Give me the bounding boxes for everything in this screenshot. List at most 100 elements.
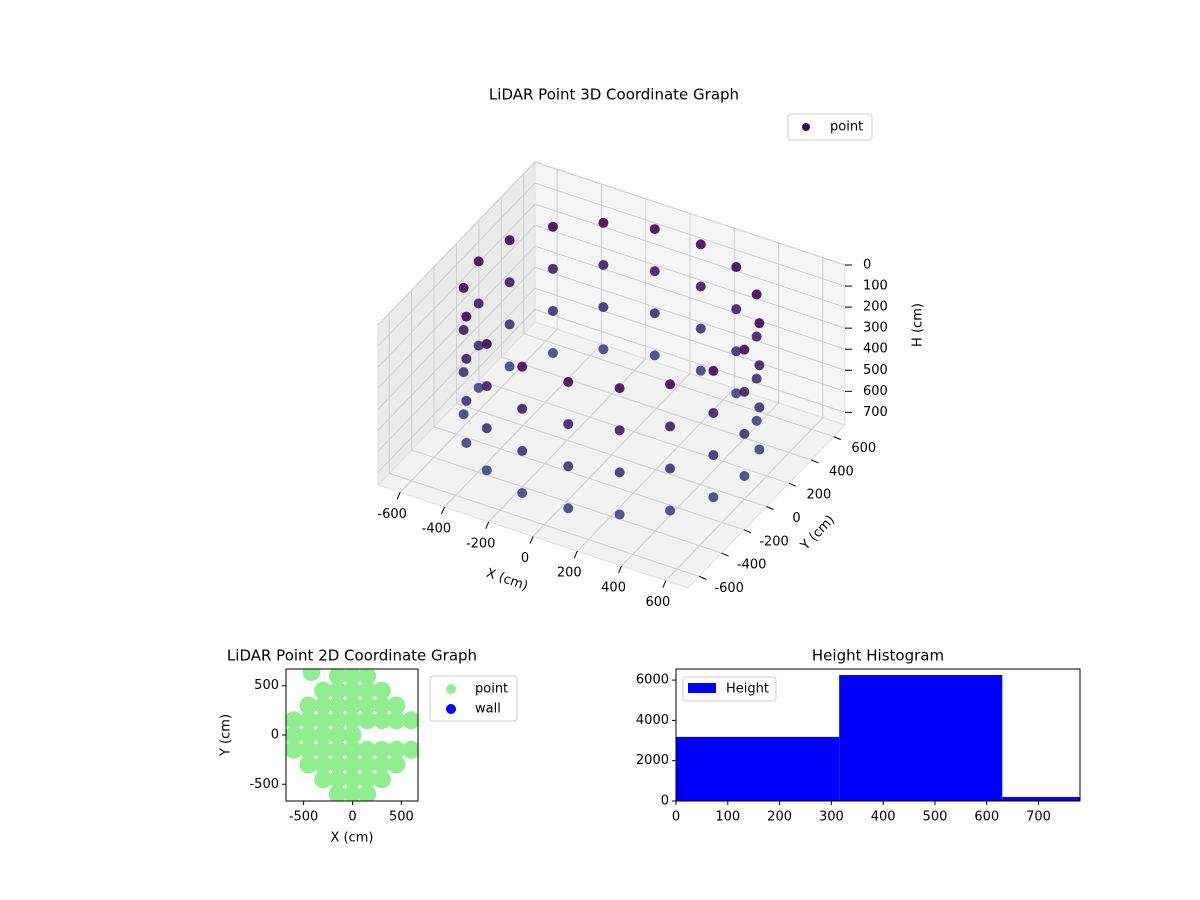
point [328, 711, 347, 730]
point [598, 260, 609, 271]
point [481, 381, 492, 392]
point [402, 740, 418, 759]
point [314, 770, 333, 789]
point [343, 711, 362, 730]
point [358, 785, 377, 801]
point [372, 740, 391, 759]
point [387, 711, 406, 730]
point [598, 302, 609, 313]
point [299, 740, 318, 759]
point [286, 740, 303, 759]
x-tick-label: 200 [557, 566, 582, 581]
x-tick [618, 565, 623, 574]
legend-label: wall [475, 702, 501, 717]
grid-line [532, 213, 691, 537]
grid-line [377, 266, 846, 431]
chart-title: Height Histogram [812, 647, 944, 665]
y-tick-label: -500 [249, 777, 279, 792]
x-tick-label: 100 [715, 810, 740, 825]
y-tick-label: 0 [661, 794, 669, 809]
grid-line [377, 287, 846, 452]
point [481, 338, 492, 349]
y-tick [721, 552, 729, 557]
legend-label: point [475, 682, 508, 697]
point [328, 681, 347, 700]
point [302, 669, 321, 681]
point [751, 415, 762, 426]
bar [839, 675, 1003, 801]
legend-marker [446, 684, 456, 694]
chart-title: LiDAR Point 2D Coordinate Graph [227, 647, 477, 665]
point [343, 669, 362, 685]
point [695, 239, 706, 250]
y-tick-label: -200 [759, 534, 789, 549]
point [461, 437, 472, 448]
point [343, 696, 362, 715]
x-tick-label: 500 [389, 810, 414, 825]
point [387, 755, 406, 774]
point [563, 461, 574, 472]
legend-box [787, 113, 873, 141]
point [387, 696, 406, 715]
y-tick-label: 4000 [636, 713, 669, 728]
x-tick-label: -200 [466, 536, 496, 551]
point [754, 402, 765, 413]
legend-marker [446, 704, 456, 714]
point [358, 696, 377, 715]
y-tick [743, 529, 752, 534]
y-axis-label: Y (cm) [219, 714, 234, 757]
point [461, 353, 472, 364]
y-tick [833, 436, 841, 441]
point [739, 428, 750, 439]
point [314, 681, 333, 700]
point [358, 755, 377, 774]
grid-line [377, 203, 846, 368]
point [665, 379, 676, 390]
x-tick [440, 506, 445, 515]
grid-line [523, 173, 834, 438]
z-tick-label: 700 [863, 405, 888, 420]
y-tick-label: 600 [851, 441, 876, 456]
z-tick-label: 0 [863, 258, 871, 273]
grid-line [665, 257, 824, 581]
point [649, 308, 660, 319]
point [343, 726, 362, 744]
point [372, 770, 391, 789]
z-tick-label: 500 [863, 363, 888, 378]
legend-label: point [830, 120, 863, 135]
point [547, 263, 558, 274]
z-axis-label: H (cm) [911, 303, 926, 347]
point [299, 711, 318, 730]
point [358, 681, 377, 700]
point [314, 696, 333, 715]
y-tick [766, 506, 774, 510]
point [473, 256, 484, 267]
point [739, 386, 750, 397]
legend-marker [688, 683, 716, 693]
point [314, 711, 333, 730]
point [598, 344, 609, 355]
y-tick-label: -600 [714, 581, 744, 596]
point [731, 304, 742, 315]
point [372, 696, 391, 715]
point [517, 361, 528, 372]
point [751, 331, 762, 342]
y-tick-label: 500 [254, 678, 279, 693]
point [343, 681, 362, 700]
point [665, 463, 676, 474]
z-tick-label: 600 [863, 384, 888, 399]
grid-line [500, 196, 812, 461]
point [665, 421, 676, 432]
point [387, 740, 406, 759]
legend-box [429, 675, 518, 722]
x-tick-label: 600 [645, 595, 670, 610]
point [547, 348, 558, 359]
point [458, 409, 469, 420]
point [695, 365, 706, 376]
point [649, 350, 660, 361]
x-tick-label: 0 [521, 551, 529, 566]
point [598, 217, 609, 228]
point [402, 711, 418, 730]
x-tick-label: -600 [377, 507, 407, 522]
point [708, 407, 719, 418]
